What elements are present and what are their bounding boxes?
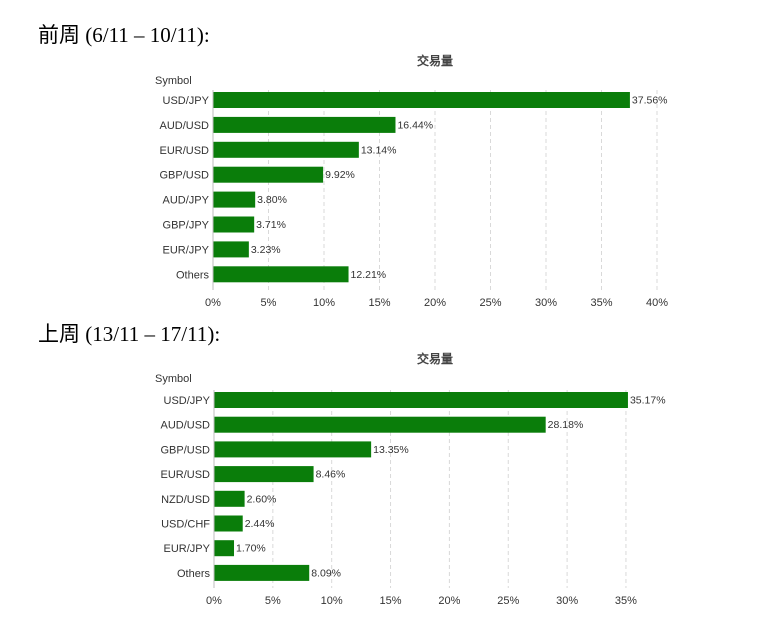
- tick-label: 5%: [265, 595, 281, 607]
- value-label: 28.18%: [548, 419, 584, 431]
- bar: [214, 416, 546, 433]
- value-label: 3.23%: [251, 244, 281, 256]
- period-heading-previous-week: 前周 (6/11 – 10/11):: [38, 23, 210, 47]
- tick-label: 20%: [438, 595, 460, 607]
- category-label: USD/CHF: [161, 519, 210, 531]
- bar: [213, 241, 249, 258]
- tick-label: 20%: [424, 297, 446, 309]
- value-label: 12.21%: [351, 269, 387, 281]
- tick-label: 0%: [205, 297, 221, 309]
- category-label: AUD/JPY: [163, 195, 210, 207]
- value-label: 1.70%: [236, 543, 266, 555]
- category-label: GBP/USD: [160, 444, 210, 456]
- bar: [214, 564, 310, 581]
- value-label: 2.44%: [245, 518, 275, 530]
- value-label: 3.71%: [256, 219, 286, 231]
- bar: [213, 216, 255, 233]
- tick-label: 15%: [368, 297, 390, 309]
- tick-label: 30%: [556, 595, 578, 607]
- value-label: 8.46%: [316, 469, 346, 481]
- value-label: 13.14%: [361, 144, 397, 156]
- tick-label: 25%: [497, 595, 519, 607]
- value-label: 13.35%: [373, 444, 409, 456]
- category-axis-label: Symbol: [155, 373, 192, 385]
- tick-label: 35%: [590, 297, 612, 309]
- bar: [214, 490, 245, 507]
- tick-label: 5%: [261, 297, 277, 309]
- category-label: NZD/USD: [161, 494, 210, 506]
- category-label: EUR/USD: [160, 469, 210, 481]
- category-label: EUR/JPY: [163, 244, 210, 256]
- category-label: AUD/USD: [160, 420, 210, 432]
- category-label: Others: [177, 568, 211, 580]
- category-label: USD/JPY: [163, 95, 210, 107]
- bar: [214, 540, 235, 557]
- category-label: AUD/USD: [159, 120, 209, 132]
- category-label: USD/JPY: [164, 395, 211, 407]
- bar: [213, 116, 396, 133]
- category-label: EUR/JPY: [164, 543, 211, 555]
- bar: [213, 266, 349, 283]
- category-label: Others: [176, 269, 210, 281]
- tick-label: 0%: [206, 595, 222, 607]
- tick-label: 40%: [646, 297, 668, 309]
- category-axis-label: Symbol: [155, 75, 192, 87]
- period-heading-last-week: 上周 (13/11 – 17/11):: [38, 322, 221, 346]
- bar: [213, 191, 256, 208]
- bar: [213, 166, 324, 183]
- value-label: 2.60%: [247, 493, 277, 505]
- tick-label: 10%: [321, 595, 343, 607]
- bar: [213, 92, 630, 108]
- tick-label: 15%: [380, 595, 402, 607]
- tick-label: 10%: [313, 297, 335, 309]
- bar: [214, 515, 243, 532]
- category-label: GBP/JPY: [163, 220, 210, 232]
- bar: [214, 441, 372, 458]
- bar: [214, 466, 314, 483]
- category-label: EUR/USD: [159, 145, 209, 157]
- value-label: 16.44%: [397, 119, 433, 131]
- tick-label: 25%: [479, 297, 501, 309]
- value-label: 8.09%: [311, 567, 341, 579]
- value-label: 9.92%: [325, 169, 355, 181]
- value-label: 35.17%: [630, 395, 666, 407]
- chart-title: 交易量: [417, 53, 453, 68]
- chart-title: 交易量: [417, 351, 453, 366]
- bar: [213, 141, 359, 158]
- tick-label: 35%: [615, 595, 637, 607]
- bar: [214, 392, 628, 408]
- category-label: GBP/USD: [159, 170, 209, 182]
- tick-label: 30%: [535, 297, 557, 309]
- value-label: 3.80%: [257, 194, 287, 206]
- value-label: 37.56%: [632, 95, 668, 107]
